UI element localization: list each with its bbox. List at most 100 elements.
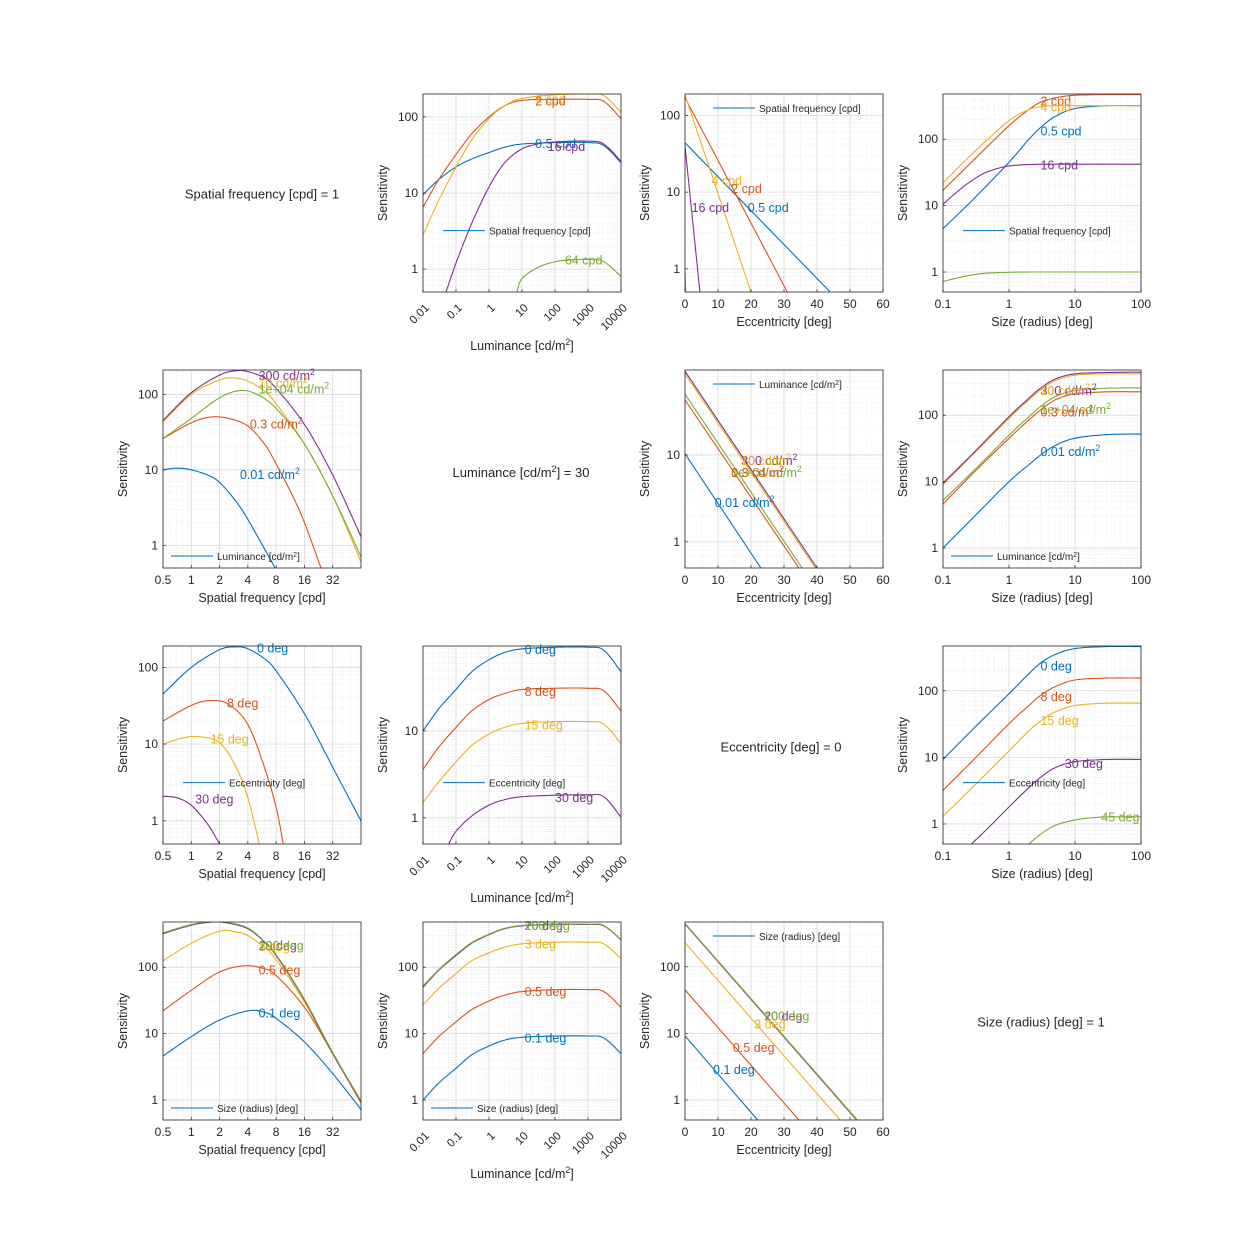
x-axis-label: Luminance [cd/m2] <box>470 1165 574 1181</box>
x-tick-label: 0.01 <box>408 1130 432 1154</box>
x-tick-label: 10000 <box>599 854 630 885</box>
y-tick-label: 10 <box>925 199 939 213</box>
x-tick-label: 1 <box>1006 849 1013 863</box>
legend-label: Luminance [cd/m2] <box>759 380 842 392</box>
curve-label: 8 deg <box>1040 690 1071 704</box>
x-axis-label: Spatial frequency [cpd] <box>198 1143 325 1157</box>
legend-label: Eccentricity [deg] <box>229 779 305 790</box>
curve-label: 100 deg <box>764 1009 809 1023</box>
curve-label: 1e+04 cd/m2 <box>259 381 330 397</box>
x-tick-label: 1000 <box>570 302 597 329</box>
legend: Luminance [cd/m2] <box>171 552 300 564</box>
legend-label: Size (radius) [deg] <box>217 1104 298 1115</box>
y-tick-label: 100 <box>660 960 680 974</box>
curve-label: 0.5 cpd <box>748 201 789 215</box>
series-line-45-deg <box>1028 816 1141 844</box>
y-tick-label: 10 <box>405 724 419 738</box>
series-line-0-3-cd-m- <box>943 391 1141 505</box>
y-tick-label: 100 <box>918 684 938 698</box>
x-tick-label: 40 <box>810 1125 824 1139</box>
curve-label: 10 cd/m2 <box>741 452 790 468</box>
curve-label: 0 deg <box>257 642 288 656</box>
curve-label: 10 cd/m2 <box>1040 382 1089 398</box>
legend-label: Eccentricity [deg] <box>489 779 565 790</box>
series-line-1e-04-cd-m- <box>163 389 361 558</box>
y-axis-label: Sensitivity <box>116 992 130 1049</box>
x-tick-label: 10 <box>711 573 725 587</box>
plot-area <box>163 370 361 568</box>
y-tick-label: 10 <box>667 448 681 462</box>
series-line-8-deg <box>423 687 621 770</box>
curve-label: 300 cd/m2 <box>741 452 797 468</box>
series-line-100-deg <box>163 922 361 1102</box>
curve-label: 1e+04 cd/m2 <box>1040 401 1111 417</box>
y-tick-label: 1 <box>411 1093 418 1107</box>
x-tick-label: 1 <box>188 849 195 863</box>
x-tick-label: 1000 <box>570 854 597 881</box>
y-tick-label: 100 <box>138 387 158 401</box>
curve-label: 16 cpd <box>1040 159 1078 173</box>
series-line-16-cpd <box>685 145 701 292</box>
curve-label: 0.01 cd/m2 <box>715 494 775 510</box>
axes-box <box>942 645 1142 845</box>
curve-label: 45 deg <box>1101 810 1139 824</box>
x-tick-label: 2 <box>216 1125 223 1139</box>
curve-label: 0.5 cpd <box>535 137 576 151</box>
x-axis-label: Eccentricity [deg] <box>736 591 831 605</box>
x-tick-label: 0 <box>682 297 689 311</box>
curve-label: 64 cpd <box>565 253 603 267</box>
fixed-label-luminance: Luminance [cd/m2] = 30 <box>452 463 590 481</box>
curve-label: 0.5 deg <box>259 963 301 977</box>
series-line-0-1-deg <box>163 1009 361 1110</box>
y-tick-label: 100 <box>398 110 418 124</box>
series-line-30-deg <box>971 758 1141 844</box>
x-tick-label: 4 <box>245 1125 252 1139</box>
y-axis-label: Sensitivity <box>638 992 652 1049</box>
series-line-0-3-cd-m- <box>163 416 322 568</box>
x-tick-label: 40 <box>810 297 824 311</box>
x-tick-label: 10 <box>513 302 531 320</box>
legend: Size (radius) [deg] <box>171 1104 298 1115</box>
x-tick-label: 100 <box>1131 849 1151 863</box>
series-line-15-deg <box>423 720 621 803</box>
curve-label: 4 cpd <box>535 92 566 106</box>
y-axis-label: Sensitivity <box>896 164 910 221</box>
x-tick-label: 10 <box>711 1125 725 1139</box>
legend-label: Luminance [cd/m2] <box>217 552 300 564</box>
plot-area <box>943 94 1141 292</box>
legend: Spatial frequency [cpd] <box>443 227 591 238</box>
x-tick-label: 100 <box>1131 297 1151 311</box>
x-tick-label: 8 <box>273 1125 280 1139</box>
x-tick-label: 20 <box>744 297 758 311</box>
curve-label: 0.01 cd/m2 <box>1040 443 1100 459</box>
series-line-1e-04-cd-m- <box>685 393 803 568</box>
series-line-100-deg <box>423 923 621 987</box>
curve-label: 2 cpd <box>535 94 566 108</box>
legend: Spatial frequency [cpd] <box>963 227 1111 238</box>
x-tick-label: 8 <box>273 573 280 587</box>
x-tick-label: 100 <box>542 854 564 876</box>
series-line-0-3-cd-m- <box>685 399 800 568</box>
series-group <box>423 94 621 292</box>
series-group <box>163 922 361 1110</box>
y-tick-label: 100 <box>918 132 938 146</box>
x-tick-label: 16 <box>298 1125 312 1139</box>
x-tick-label: 0.1 <box>445 302 465 322</box>
series-line-0-5-deg <box>423 988 621 1054</box>
curve-label: 15 deg <box>210 732 248 746</box>
x-tick-label: 0.01 <box>408 302 432 326</box>
x-tick-label: 0.1 <box>935 297 952 311</box>
y-tick-label: 100 <box>398 960 418 974</box>
x-tick-label: 10 <box>1068 573 1082 587</box>
curve-label: 0.3 cd/m2 <box>731 464 784 480</box>
y-tick-label: 10 <box>925 475 939 489</box>
curve-label: 0.1 deg <box>713 1063 755 1077</box>
plot-area <box>163 922 361 1120</box>
y-tick-label: 100 <box>660 108 680 122</box>
x-tick-label: 100 <box>1131 573 1151 587</box>
x-tick-label: 0.5 <box>155 849 172 863</box>
x-axis-label: Luminance [cd/m2] <box>470 337 574 353</box>
curve-label: 20 deg <box>764 1009 802 1023</box>
series-line-30-deg <box>163 795 221 844</box>
